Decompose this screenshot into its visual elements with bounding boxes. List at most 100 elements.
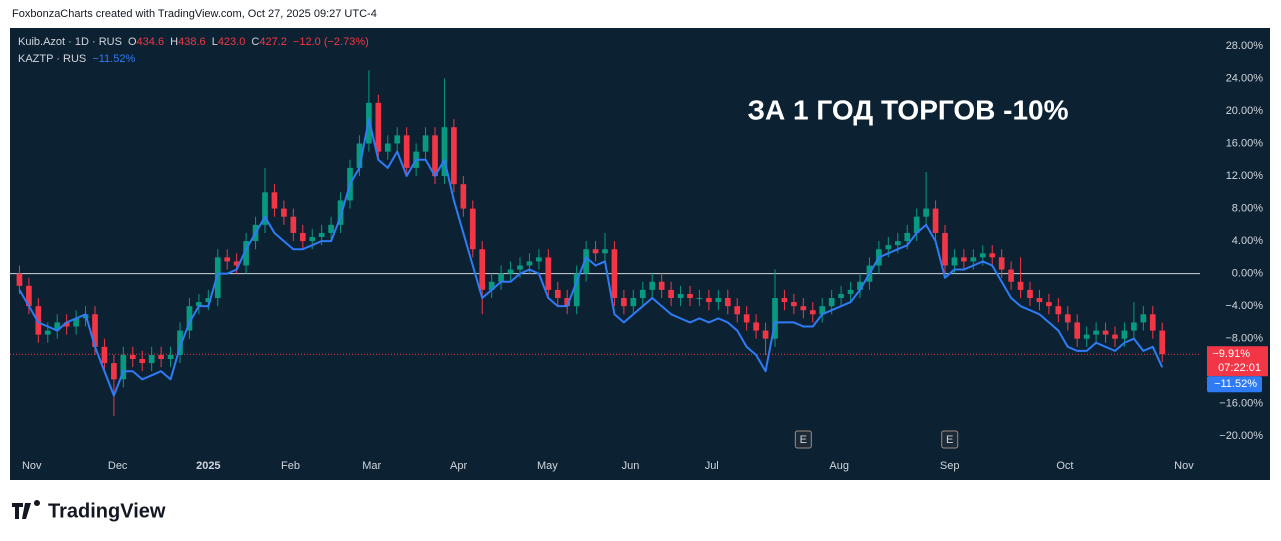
candle-body: [177, 330, 183, 355]
candle-body: [1017, 281, 1024, 290]
legend-second: KAZTP · RUS −11.52%: [18, 53, 135, 65]
last-value-label: −11.52%: [1214, 378, 1257, 390]
candle-body: [488, 281, 495, 290]
candle-body: [460, 184, 467, 209]
legend-o: 434.6: [137, 36, 165, 48]
candle-body: [781, 298, 788, 303]
candle-body: [885, 245, 892, 250]
candle-body: [687, 293, 693, 299]
legend-c: 427.2: [259, 36, 287, 48]
candle-body: [290, 216, 297, 233]
candle-body: [1064, 314, 1071, 323]
candle-body: [139, 359, 146, 364]
candle-body: [224, 257, 231, 262]
candle-body: [1036, 298, 1043, 303]
y-tick-label: 4.00%: [1232, 235, 1263, 247]
candle-body: [819, 306, 826, 315]
event-label: E: [800, 434, 807, 446]
legend-main: Kuib.Azot · 1D · RUS O434.6 H438.6 L423.…: [18, 36, 369, 48]
candle-body: [16, 273, 23, 286]
logo-icon: [12, 500, 40, 519]
candle-body: [356, 143, 363, 168]
countdown-label: 07:22:01: [1218, 362, 1261, 374]
candle-body: [1121, 330, 1128, 339]
y-tick-label: −16.00%: [1219, 398, 1263, 410]
x-tick-label: Nov: [22, 460, 42, 472]
legend-second-change: −11.52%: [92, 53, 135, 65]
x-tick-label: Nov: [1174, 460, 1194, 472]
candle-body: [923, 208, 929, 217]
candle-body: [148, 354, 155, 364]
candle-body: [129, 354, 136, 360]
candle-body: [1055, 306, 1062, 315]
candle-body: [63, 322, 70, 327]
x-tick-label: Dec: [108, 460, 128, 472]
x-tick-label: Jun: [622, 460, 640, 472]
candle-body: [233, 261, 240, 266]
candle-body: [243, 241, 249, 266]
candle-body: [800, 306, 807, 311]
last-value-badge: [1207, 376, 1262, 393]
line-series: [18, 118, 1164, 397]
candle-body: [1008, 269, 1014, 282]
legend-l: 423.0: [218, 36, 246, 48]
candle-body: [715, 298, 722, 303]
candle-body: [479, 249, 486, 290]
candle-body: [158, 354, 164, 360]
y-tick-label: 12.00%: [1226, 170, 1264, 182]
candle-body: [403, 135, 410, 168]
y-tick-label: 24.00%: [1226, 72, 1264, 84]
candle-body: [517, 265, 523, 270]
candle-body: [772, 298, 778, 339]
candle-body: [1159, 330, 1166, 355]
chart-panel: [10, 28, 1270, 480]
candle-body: [1046, 302, 1052, 307]
candle-body: [611, 249, 618, 299]
candle-body: [73, 318, 79, 327]
candle-body: [337, 200, 344, 225]
candle-body: [961, 257, 967, 262]
candle-body: [318, 232, 325, 238]
candle-body: [299, 232, 306, 242]
candle-body: [1149, 314, 1156, 331]
candle-body: [92, 314, 98, 347]
candle-body: [809, 310, 816, 315]
candle-body: [167, 354, 174, 360]
candle-body: [120, 354, 127, 380]
legend-o-label: O: [128, 36, 137, 48]
legend-l-label: L: [212, 36, 218, 48]
candle-body: [1131, 322, 1137, 331]
candle-body: [857, 281, 863, 290]
candle-body: [696, 298, 703, 300]
legend-h: 438.6: [178, 36, 206, 48]
candle-body: [432, 135, 438, 177]
candle-body: [451, 127, 457, 185]
candle-body: [309, 237, 316, 242]
candle-body: [649, 281, 656, 290]
event-label: E: [946, 434, 953, 446]
candle-body: [894, 241, 901, 246]
candle-body: [583, 249, 589, 274]
candle-body: [913, 216, 920, 233]
candle-body: [422, 135, 429, 152]
last-price-label: −9.91%: [1212, 348, 1250, 360]
candle-body: [942, 232, 948, 266]
legend-change: −12.0 (−2.73%): [293, 36, 369, 48]
y-tick-label: −20.00%: [1219, 430, 1263, 442]
candle-body: [998, 257, 1005, 270]
candle-body: [677, 293, 684, 299]
candle-body: [469, 208, 476, 250]
candle-body: [639, 289, 646, 299]
candle-body: [668, 289, 674, 299]
y-tick-label: 28.00%: [1226, 40, 1264, 52]
candle-body: [838, 293, 844, 299]
event-marker: [941, 430, 959, 449]
x-tick-label: 2025: [196, 460, 220, 472]
last-price-badge: [1207, 346, 1268, 377]
event-marker: [794, 430, 812, 449]
candle-body: [706, 298, 712, 303]
candle-body: [545, 257, 552, 290]
candle-body: [554, 289, 561, 299]
legend-c-label: C: [251, 36, 259, 48]
x-tick-label: May: [537, 460, 558, 472]
